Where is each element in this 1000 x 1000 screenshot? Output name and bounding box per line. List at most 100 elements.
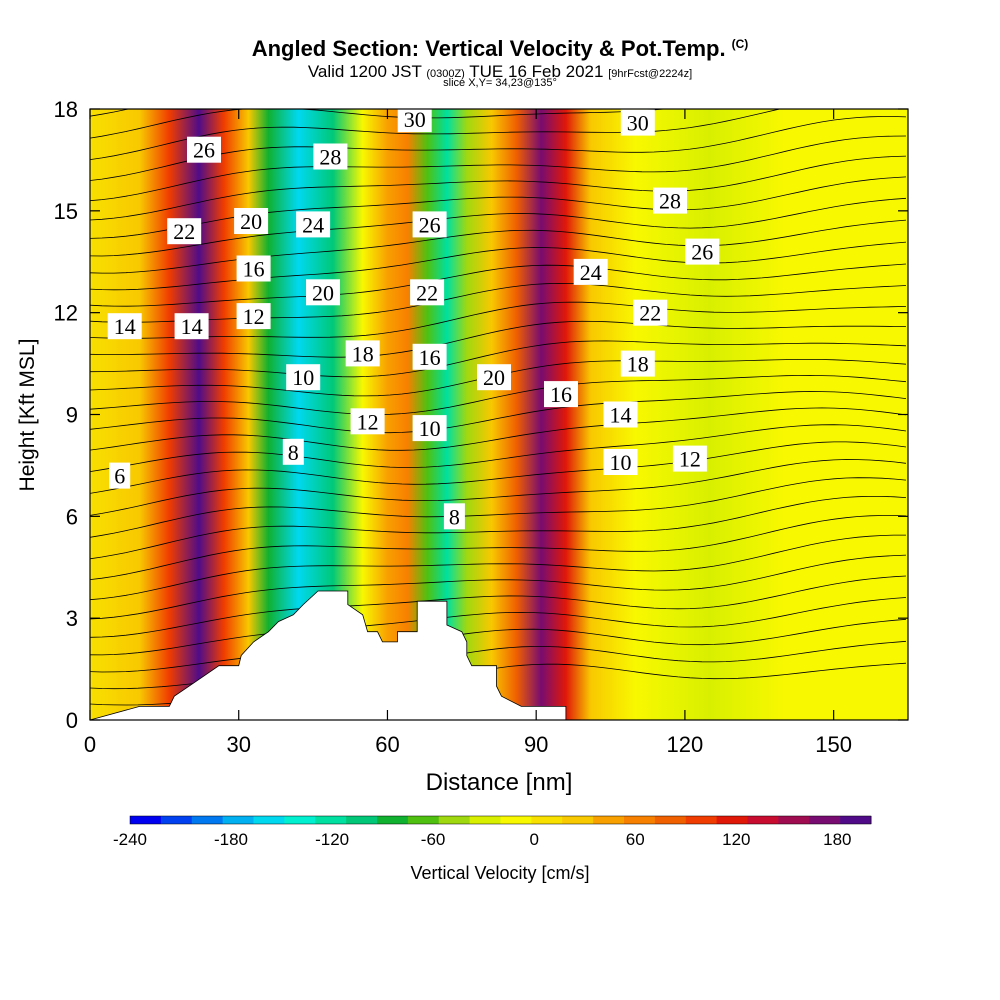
theta-contour-line	[90, 219, 907, 274]
y-tick-label: 12	[54, 301, 78, 326]
colorbar-swatch	[253, 816, 285, 824]
theta-contour-line	[90, 374, 907, 416]
theta-label: 22	[410, 279, 445, 306]
colorbar-swatch	[654, 816, 687, 824]
theta-contour-line	[90, 109, 668, 139]
colorbar-swatch	[284, 816, 316, 824]
theta-contour-line	[90, 554, 907, 620]
colorbar-tick-label: 120	[722, 830, 750, 849]
theta-contour-line	[90, 391, 907, 434]
theta-contour-line	[90, 320, 906, 358]
y-tick-label: 3	[66, 606, 78, 631]
theta-label: 18	[345, 340, 380, 367]
svg-text:28: 28	[659, 189, 681, 214]
theta-label: 30	[620, 109, 655, 136]
theta-contour-line	[90, 109, 782, 160]
svg-text:8: 8	[288, 440, 299, 465]
theta-contours	[90, 26, 907, 706]
slice-info: slice X,Y= 34,23@135°	[443, 77, 557, 89]
svg-text:8: 8	[449, 504, 460, 529]
svg-text:10: 10	[419, 416, 441, 441]
colorbar-frame	[129, 815, 872, 825]
theta-contour-line	[90, 43, 906, 94]
theta-label: 12	[672, 445, 707, 472]
x-tick-label: 60	[375, 732, 399, 757]
y-tick-label: 18	[54, 97, 78, 122]
theta-label: 10	[603, 449, 638, 475]
svg-text:22: 22	[416, 280, 438, 305]
svg-text:18: 18	[627, 352, 649, 377]
colorbar-swatch	[130, 816, 162, 824]
theta-contour-line	[90, 477, 907, 538]
theta-contour-line	[90, 441, 907, 494]
theta-label: 14	[603, 401, 638, 428]
theta-contour-line	[90, 197, 907, 257]
svg-text:12: 12	[243, 304, 265, 329]
theta-contour-line	[90, 534, 906, 601]
theta-contour-line	[90, 176, 907, 239]
theta-label: 8	[443, 503, 465, 530]
colorbar-swatch	[840, 816, 872, 824]
svg-text:16: 16	[550, 382, 572, 407]
theta-label: 16	[236, 255, 271, 282]
colorbar-swatch	[438, 816, 471, 824]
theta-label-group: 26 22 20 16 14 12 14 6 8 10 12 18 20 24 28 30 26 22 16 10 8 2…	[107, 106, 720, 530]
theta-contour-line	[90, 515, 907, 580]
theta-contour-line	[90, 116, 907, 181]
svg-text:22: 22	[173, 219, 195, 244]
svg-text:16: 16	[243, 257, 265, 282]
theta-contour-line	[90, 301, 907, 339]
colorbar-tick-label: -60	[421, 830, 446, 849]
theta-contour-line	[90, 282, 907, 323]
svg-text:14: 14	[114, 314, 136, 339]
colorbar-swatch	[562, 816, 594, 824]
colorbar-swatch	[593, 816, 625, 824]
svg-text:20: 20	[483, 365, 505, 390]
valid-time-line: Valid 1200 JST (0300Z) TUE 16 Feb 2021 […	[307, 62, 693, 81]
theta-contour-line	[90, 241, 907, 291]
svg-text:20: 20	[240, 209, 262, 234]
svg-text:18: 18	[352, 341, 374, 366]
y-tick-label: 9	[66, 403, 78, 428]
svg-text:16: 16	[419, 345, 441, 370]
x-tick-label: 0	[84, 732, 96, 757]
svg-text:30: 30	[404, 107, 426, 132]
theta-label: 10	[412, 415, 447, 442]
theta-label: 14	[107, 313, 142, 340]
theta-contour-line	[90, 26, 906, 73]
y-tick-label: 15	[54, 199, 78, 224]
svg-text:14: 14	[181, 314, 203, 339]
y-tick-label: 6	[66, 504, 78, 529]
colorbar-swatch	[346, 816, 378, 824]
theta-label: 20	[306, 279, 340, 306]
svg-text:12: 12	[357, 409, 379, 434]
colorbar-swatch	[377, 816, 409, 824]
colorbar-tick-label: -240	[113, 830, 147, 849]
theta-label: 14	[174, 313, 209, 340]
svg-text:26: 26	[419, 212, 441, 237]
theta-contour-line	[90, 459, 907, 516]
colorbar-swatch	[469, 816, 502, 824]
theta-label: 26	[412, 211, 447, 238]
theta-label: 24	[296, 211, 331, 238]
theta-label: 30	[397, 106, 432, 133]
theta-label: 20	[234, 208, 269, 234]
colorbar-swatch	[315, 816, 347, 824]
theta-contour-line	[90, 155, 907, 221]
colorbar-swatch	[685, 816, 718, 824]
svg-text:26: 26	[691, 240, 713, 265]
svg-text:12: 12	[679, 447, 701, 472]
svg-text:22: 22	[639, 301, 661, 326]
colorbar: -240 -180 -120 -60 0 60 120 180	[113, 815, 872, 849]
svg-text:14: 14	[610, 403, 632, 428]
theta-label: 26	[187, 136, 221, 163]
svg-text:30: 30	[627, 111, 649, 136]
svg-text:24: 24	[302, 212, 324, 237]
colorbar-tick-label: 0	[529, 830, 538, 849]
colorbar-swatch	[531, 816, 563, 824]
colorbar-swatch	[160, 816, 193, 824]
axes: 0 30 60 90 120 150 0 3 6 9 12 15 18	[54, 97, 908, 757]
theta-contour-line	[90, 424, 907, 472]
theta-label: 20	[477, 364, 511, 391]
